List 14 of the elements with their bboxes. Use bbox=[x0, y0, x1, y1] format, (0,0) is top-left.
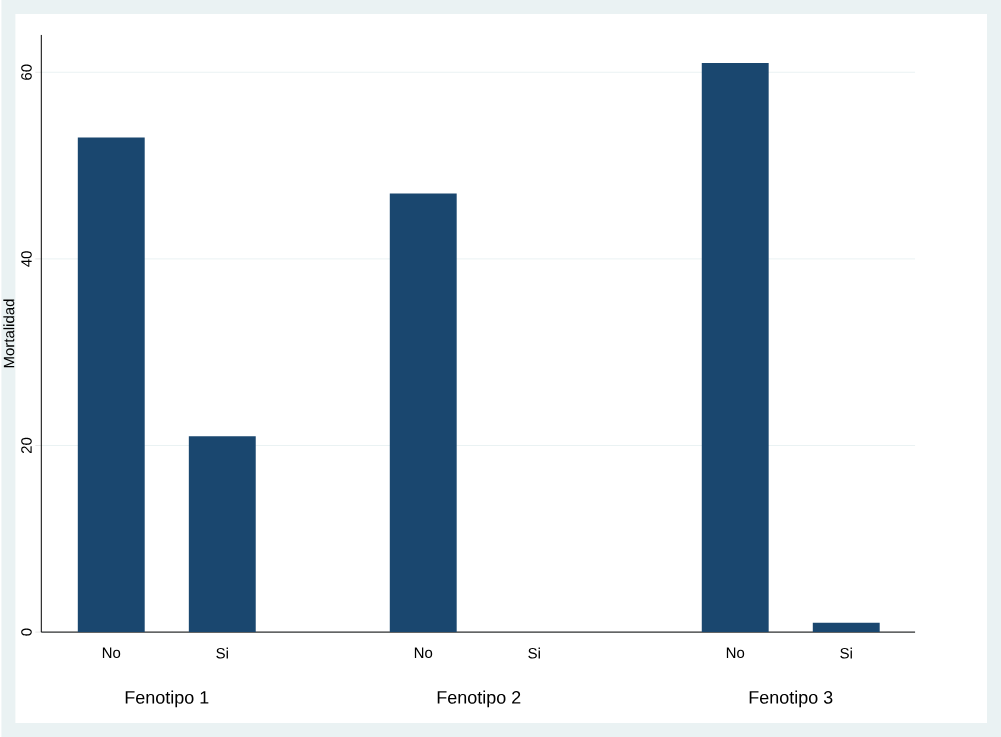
text: Fenotipo 1 bbox=[125, 690, 209, 708]
x-tick-label: Si bbox=[840, 647, 852, 659]
y-axis-title: Mortalidad bbox=[3, 299, 15, 368]
x-tick-label: No bbox=[102, 647, 121, 659]
text: Fenotipo 3 bbox=[749, 690, 833, 708]
y-tick-label: 0 bbox=[21, 628, 32, 636]
x-tick-label: Si bbox=[528, 647, 540, 659]
x-tick-label: No bbox=[414, 647, 433, 659]
y-tick-label: 20 bbox=[21, 437, 32, 454]
x-tick-label: No bbox=[726, 647, 745, 659]
y-tick-label: 60 bbox=[21, 64, 32, 80]
y-tick-label: 40 bbox=[21, 251, 32, 267]
x-tick-label: Si bbox=[216, 647, 228, 659]
text: Fenotipo 2 bbox=[437, 690, 521, 708]
